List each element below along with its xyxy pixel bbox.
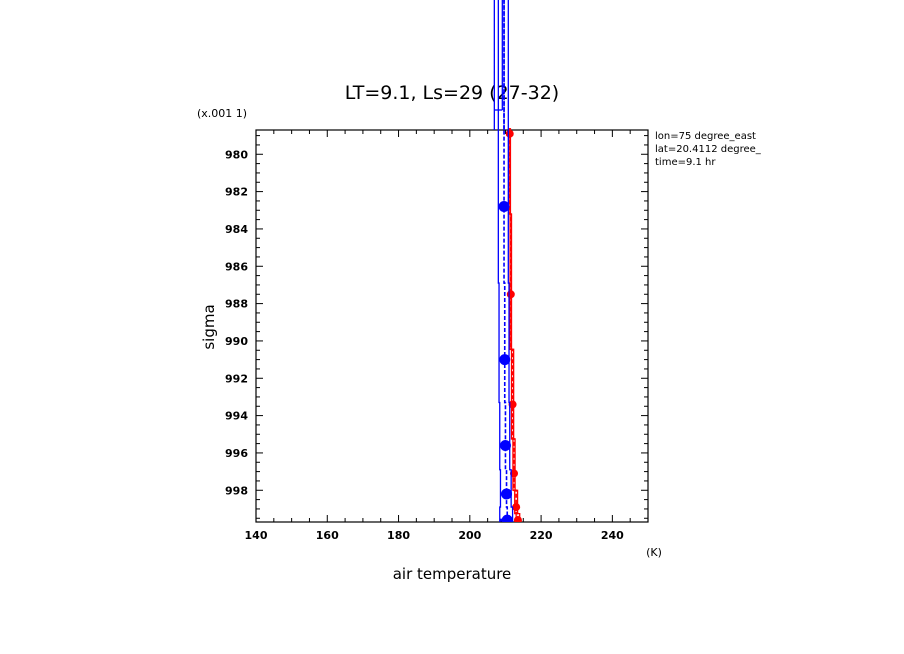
series-1-point <box>498 201 510 213</box>
y-tick-label: 980 <box>225 148 248 161</box>
series-1-point <box>501 488 513 500</box>
series-0-point <box>510 469 519 478</box>
series-1-point <box>499 439 511 451</box>
x-tick-label: 140 <box>245 529 268 542</box>
series-0-point <box>512 503 521 512</box>
series-0-max-line <box>509 128 521 522</box>
series-1-max-line <box>507 0 514 522</box>
series-1-min-line <box>497 0 502 522</box>
plot-frame <box>255 129 649 523</box>
x-tick-label: 200 <box>458 529 481 542</box>
y-axis-label: sigma <box>200 304 218 349</box>
x-axis-label: air temperature <box>393 565 512 583</box>
chart-title: LT=9.1, Ls=29 (27-32) <box>345 82 559 104</box>
y-tick-label: 996 <box>225 447 248 460</box>
y-tick-label: 984 <box>225 223 248 236</box>
series-1-point <box>499 354 511 366</box>
plot-axes: 140 160 180 200 220 240 980 982 984 986 988 990 992 9… <box>225 129 649 542</box>
series-1-point <box>501 514 513 522</box>
y-tick-label: 990 <box>225 335 248 348</box>
series-0-point <box>506 290 515 299</box>
x-tick-label: 240 <box>601 529 624 542</box>
x-tick-label: 180 <box>387 529 410 542</box>
series-0-mean-line <box>508 128 519 522</box>
x-axis-unit: (K) <box>646 546 662 559</box>
series-0-point <box>513 516 522 522</box>
series-1-mean-line <box>503 0 509 522</box>
y-tick-label: 998 <box>225 484 248 497</box>
y-scale-label: (x.001 1) <box>197 107 247 120</box>
series-0-point <box>508 400 517 409</box>
y-tick-label: 986 <box>225 260 248 273</box>
annotation-lon: lon=75 degree_east <box>655 131 756 142</box>
series-layer <box>493 0 522 522</box>
series-0-point <box>505 129 514 138</box>
annotation-time: time=9.1 hr <box>655 157 716 168</box>
x-tick-label: 220 <box>530 529 553 542</box>
series-1 <box>497 0 514 522</box>
y-tick-label: 982 <box>225 186 248 199</box>
x-tick-label: 160 <box>316 529 339 542</box>
y-tick-label: 988 <box>225 298 248 311</box>
y-tick-label: 994 <box>225 410 248 423</box>
y-tick-label: 992 <box>225 372 248 385</box>
annotation-lat: lat=20.4112 degree_ <box>655 144 762 155</box>
series-above-frame <box>493 0 505 130</box>
